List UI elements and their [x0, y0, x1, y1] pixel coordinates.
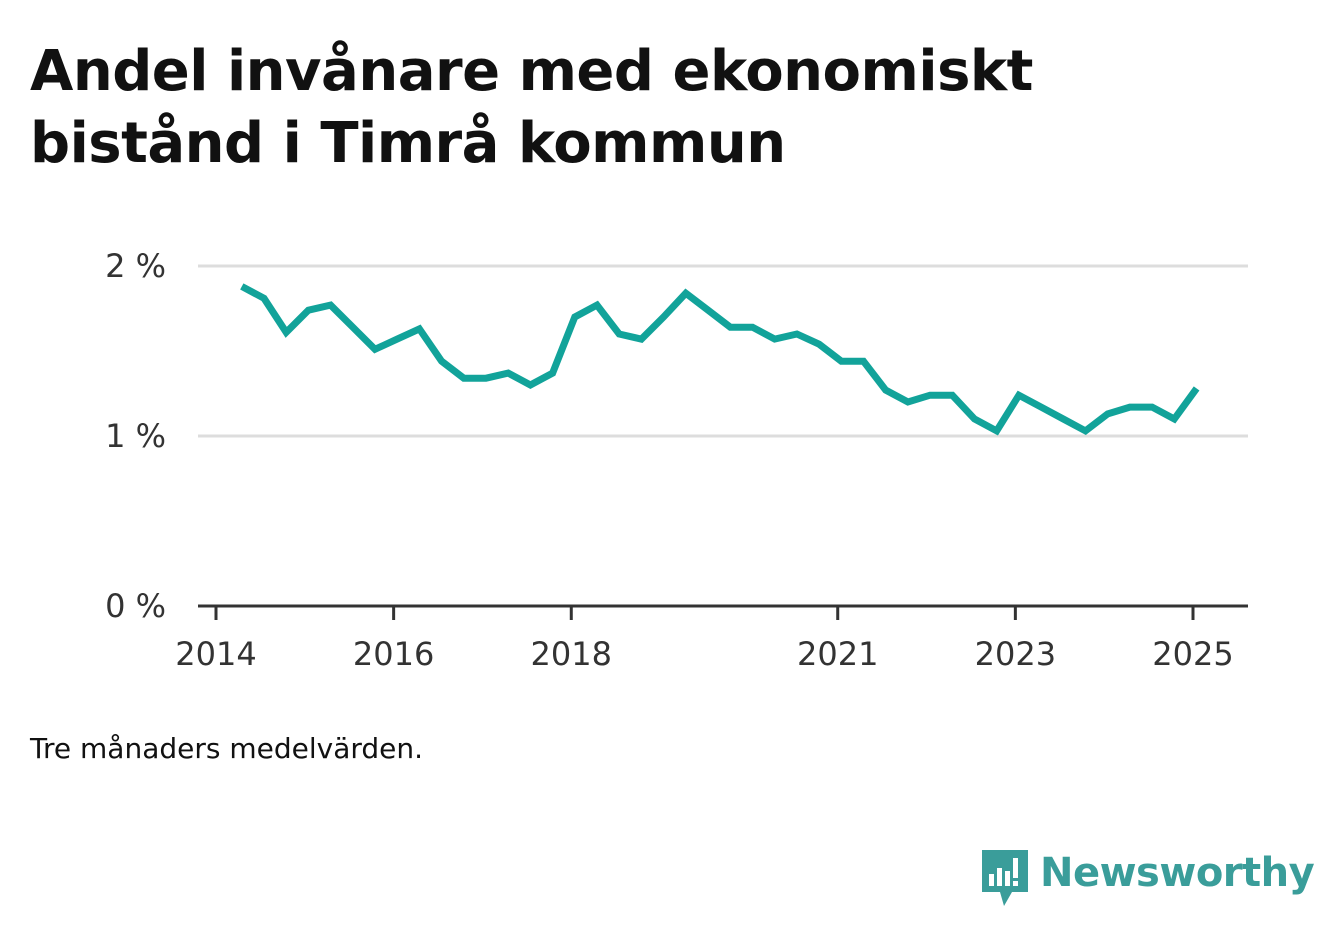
x-tick-label: 2023 — [975, 635, 1056, 673]
chart-title-line-2: bistånd i Timrå kommun — [30, 111, 786, 176]
gridlines — [198, 264, 1248, 438]
x-axis-ticks: 2014 2016 2018 2021 2023 2025 — [175, 606, 1234, 673]
series-layer — [240, 283, 1200, 436]
x-tick-label: 2016 — [353, 635, 434, 673]
chart-title: Andel invånare med ekonomiskt bistånd i … — [30, 36, 1230, 180]
bar-chart-speech-bubble-icon — [982, 850, 1028, 906]
x-tick-label: 2025 — [1152, 635, 1233, 673]
x-tick-label: 2021 — [797, 635, 878, 673]
y-tick-label: 2 % — [105, 247, 166, 285]
newsworthy-logo: Newsworthy — [980, 848, 1315, 912]
brand-name: Newsworthy — [1040, 850, 1315, 896]
y-tick-label: 1 % — [105, 417, 166, 455]
footnote: Tre månaders medelvärden. — [30, 732, 424, 765]
chart-title-line-1: Andel invånare med ekonomiskt — [30, 39, 1033, 104]
y-axis-ticks: 0 % 1 % 2 % — [105, 247, 166, 625]
y-tick-label: 0 % — [105, 587, 166, 625]
line-chart: 0 % 1 % 2 % 2014 2016 2018 2021 2023 2025 — [105, 247, 1248, 673]
x-tick-label: 2018 — [531, 635, 612, 673]
series-line-0 — [240, 283, 1200, 436]
x-tick-label: 2014 — [175, 635, 256, 673]
